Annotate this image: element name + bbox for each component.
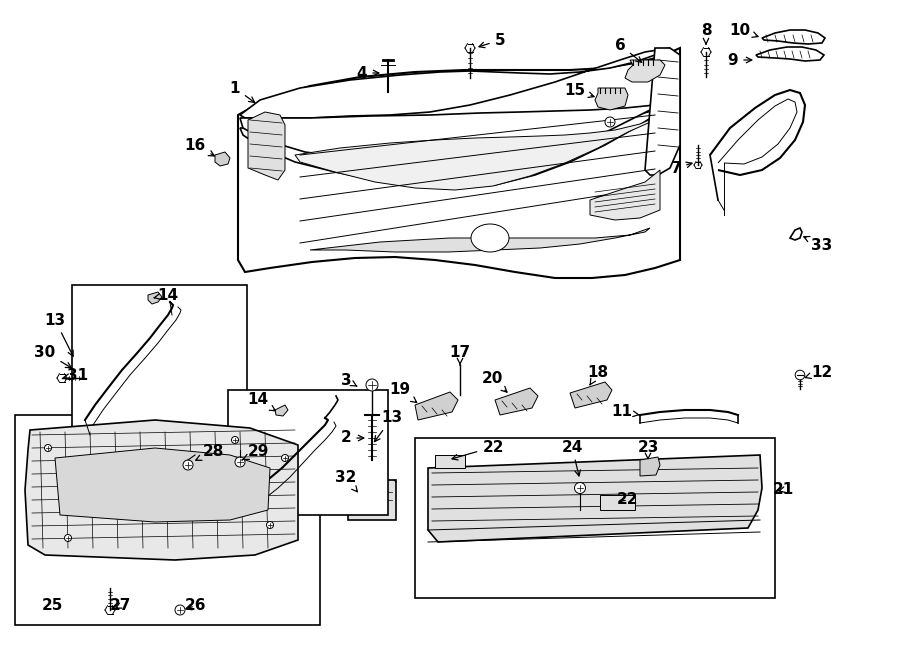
Text: 7: 7 <box>670 160 692 175</box>
Text: 4: 4 <box>356 66 379 81</box>
Text: 14: 14 <box>154 287 178 303</box>
Circle shape <box>231 436 239 444</box>
Polygon shape <box>590 170 660 220</box>
Text: 10: 10 <box>729 23 758 38</box>
Polygon shape <box>25 420 298 560</box>
Text: 17: 17 <box>449 344 471 365</box>
Text: 25: 25 <box>41 598 63 614</box>
Text: 32: 32 <box>336 471 357 492</box>
Bar <box>348 480 396 520</box>
Bar <box>228 390 388 515</box>
Text: 12: 12 <box>806 365 832 379</box>
Circle shape <box>65 534 71 542</box>
Polygon shape <box>495 388 538 415</box>
Text: 20: 20 <box>482 371 507 392</box>
Circle shape <box>235 457 245 467</box>
Polygon shape <box>275 405 288 416</box>
Text: 16: 16 <box>184 138 214 156</box>
Polygon shape <box>428 455 762 542</box>
Text: 1: 1 <box>230 81 255 103</box>
Polygon shape <box>55 448 270 522</box>
Text: 18: 18 <box>588 365 608 385</box>
Bar <box>415 438 775 598</box>
Polygon shape <box>625 60 665 82</box>
Circle shape <box>44 444 51 451</box>
Circle shape <box>574 483 586 493</box>
Text: 29: 29 <box>242 444 269 460</box>
Polygon shape <box>415 392 458 420</box>
Bar <box>15 415 320 625</box>
Text: 15: 15 <box>564 83 594 97</box>
Text: 33: 33 <box>804 236 833 252</box>
Text: 13: 13 <box>374 410 402 442</box>
Polygon shape <box>238 48 680 278</box>
Polygon shape <box>148 292 162 304</box>
Polygon shape <box>215 152 230 166</box>
Text: 8: 8 <box>701 23 711 44</box>
Polygon shape <box>595 88 628 110</box>
Text: 22: 22 <box>452 440 504 460</box>
Text: 28: 28 <box>196 444 224 460</box>
Polygon shape <box>240 48 670 118</box>
Text: 13: 13 <box>44 312 73 356</box>
Polygon shape <box>790 228 802 240</box>
Text: 24: 24 <box>562 440 582 476</box>
Bar <box>72 285 247 450</box>
Text: 31: 31 <box>63 367 88 383</box>
Text: 27: 27 <box>109 598 130 614</box>
Text: 19: 19 <box>390 383 417 402</box>
Polygon shape <box>756 47 824 61</box>
Text: 11: 11 <box>611 404 639 420</box>
Polygon shape <box>240 100 680 188</box>
Polygon shape <box>435 455 465 468</box>
Polygon shape <box>248 112 285 180</box>
Polygon shape <box>240 98 670 168</box>
Ellipse shape <box>471 224 509 252</box>
Polygon shape <box>645 48 680 175</box>
Polygon shape <box>762 30 825 44</box>
Polygon shape <box>570 382 612 408</box>
Text: 14: 14 <box>248 393 275 411</box>
Text: 21: 21 <box>772 483 794 498</box>
Text: 3: 3 <box>341 373 356 387</box>
Polygon shape <box>600 495 635 510</box>
Text: 2: 2 <box>340 430 364 446</box>
Polygon shape <box>295 115 660 190</box>
Circle shape <box>175 605 185 615</box>
Polygon shape <box>75 360 195 395</box>
Circle shape <box>266 522 274 528</box>
Circle shape <box>282 455 289 461</box>
Polygon shape <box>310 228 650 252</box>
Polygon shape <box>640 457 660 476</box>
Text: 5: 5 <box>479 32 505 48</box>
Text: 6: 6 <box>615 38 642 62</box>
Circle shape <box>183 460 193 470</box>
Text: 9: 9 <box>728 52 752 68</box>
Text: 30: 30 <box>34 344 71 368</box>
Text: 23: 23 <box>637 440 659 459</box>
Text: 22: 22 <box>617 493 639 508</box>
Circle shape <box>796 370 805 380</box>
Circle shape <box>605 117 615 127</box>
Circle shape <box>366 379 378 391</box>
Text: 26: 26 <box>184 598 206 614</box>
